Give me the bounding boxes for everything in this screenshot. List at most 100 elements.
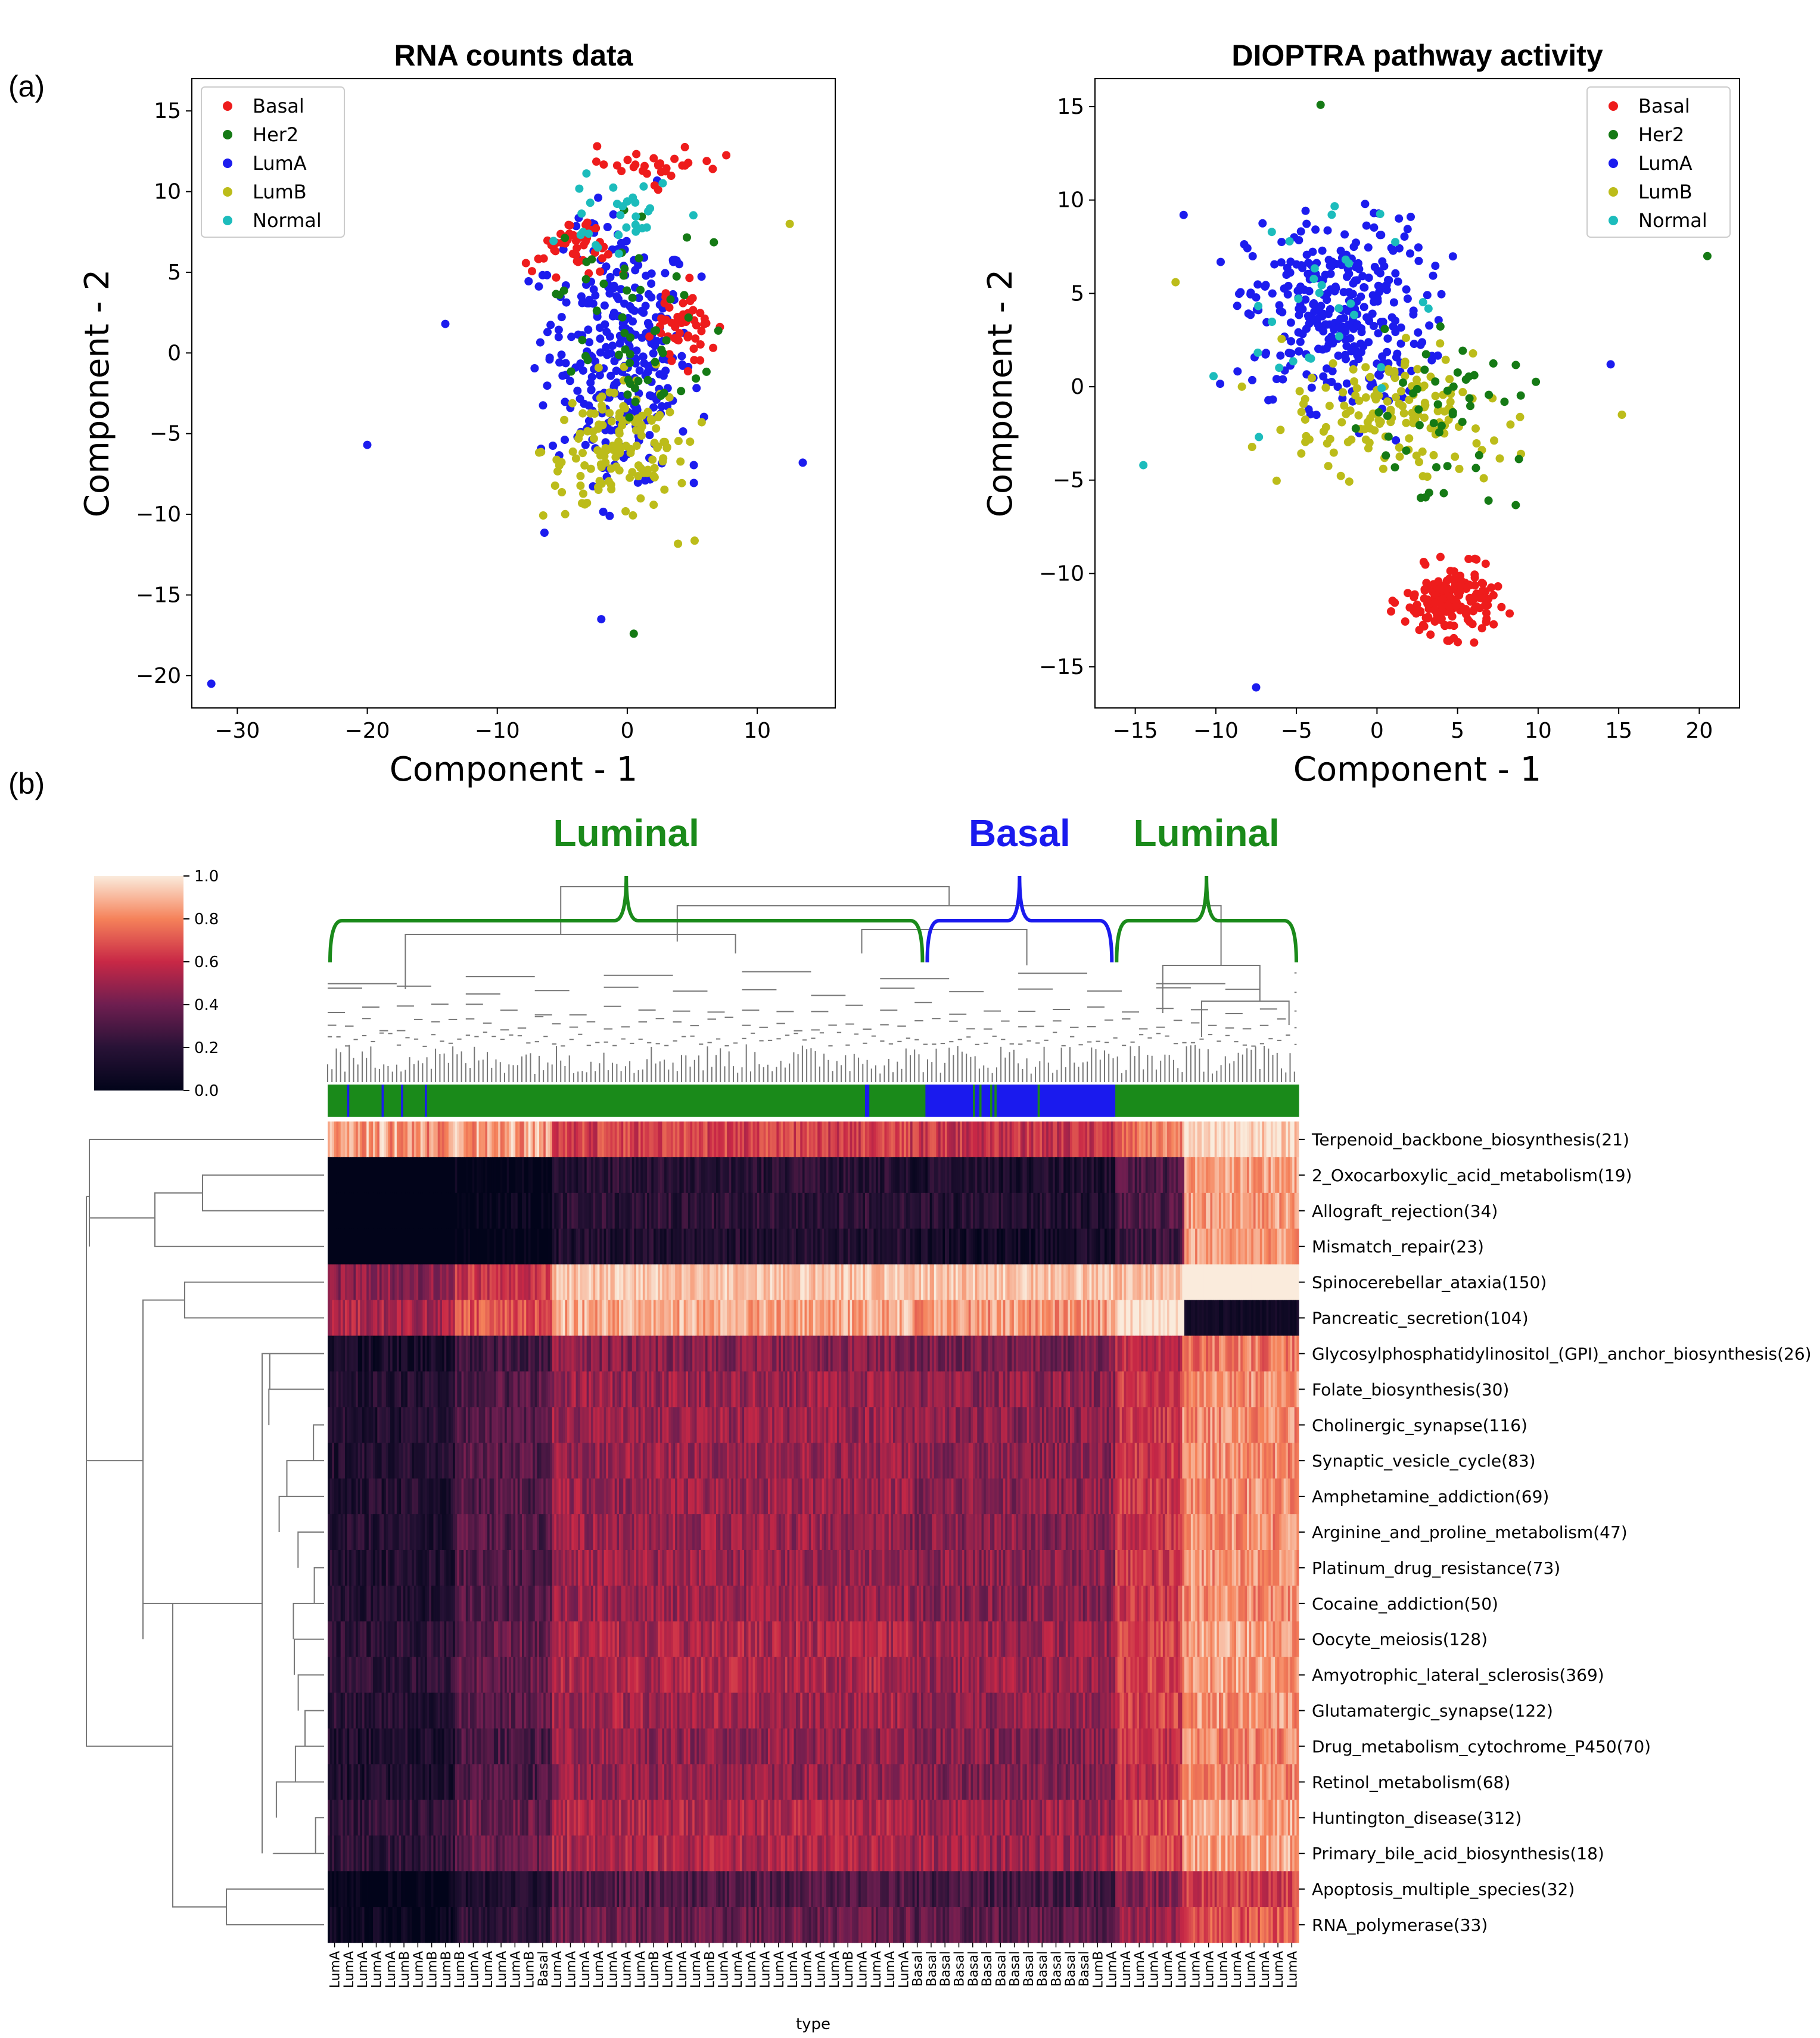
heatmap-cell <box>435 1907 438 1943</box>
heatmap-cell <box>584 1300 587 1337</box>
heatmap-cell <box>381 1478 384 1515</box>
heatmap-cell <box>340 1335 343 1372</box>
heatmap-cell <box>608 1728 611 1765</box>
heatmap-cell <box>634 1657 637 1694</box>
heatmap-cell <box>349 1300 352 1337</box>
heatmap-cell <box>593 1585 596 1622</box>
heatmap-cell <box>431 1335 434 1372</box>
heatmap-cell <box>593 1478 596 1515</box>
heatmap-cell <box>357 1478 360 1515</box>
heatmap-cell <box>401 1192 404 1229</box>
heatmap-cell <box>590 1549 594 1586</box>
heatmap-cell <box>567 1907 570 1943</box>
heatmap-cell <box>435 1228 438 1265</box>
heatmap-cell <box>405 1335 408 1372</box>
heatmap-cell <box>461 1300 464 1337</box>
heatmap-cell <box>502 1800 505 1836</box>
heatmap-cell <box>491 1300 494 1337</box>
heatmap-cell <box>435 1657 438 1694</box>
heatmap-cell <box>539 1371 542 1408</box>
heatmap-cell <box>517 1264 520 1301</box>
data-point-normal <box>1377 384 1386 393</box>
heatmap-cell <box>513 1121 516 1158</box>
heatmap-cell <box>539 1549 542 1586</box>
heatmap-cell <box>513 1335 516 1372</box>
heatmap-cell <box>636 1157 639 1194</box>
heatmap-cell <box>487 1764 490 1800</box>
heatmap-cell <box>561 1371 564 1408</box>
heatmap-cell <box>517 1657 520 1694</box>
heatmap-cell <box>612 1264 615 1301</box>
heatmap-cell <box>580 1157 583 1194</box>
data-point-luma <box>1336 246 1345 255</box>
heatmap-cell <box>640 1764 643 1800</box>
heatmap-cell <box>493 1549 497 1586</box>
heatmap-cell <box>502 1300 505 1337</box>
heatmap-cell <box>353 1300 356 1337</box>
heatmap-cell <box>589 1764 592 1800</box>
heatmap-cell <box>329 1835 332 1872</box>
data-point-her2 <box>1431 377 1440 386</box>
heatmap-cell <box>332 1157 335 1194</box>
heatmap-cell <box>623 1907 626 1943</box>
heatmap-cell <box>630 1121 633 1158</box>
heatmap-cell <box>597 1764 600 1800</box>
heatmap-cell <box>366 1549 369 1586</box>
heatmap-cell <box>487 1264 490 1301</box>
data-point-her2 <box>623 390 632 399</box>
data-point-lumb <box>579 489 587 498</box>
heatmap-cell <box>513 1157 516 1194</box>
heatmap-cell <box>332 1371 335 1408</box>
heatmap-cell <box>356 1443 359 1479</box>
heatmap-cell <box>425 1407 428 1443</box>
heatmap-cell <box>468 1407 471 1443</box>
data-point-lumb <box>1617 411 1626 419</box>
heatmap-cell <box>343 1657 346 1694</box>
heatmap-cell <box>539 1514 542 1551</box>
heatmap-cell <box>366 1657 369 1694</box>
data-point-her2 <box>626 359 634 368</box>
heatmap-cell <box>385 1264 389 1301</box>
heatmap-cell <box>485 1764 488 1800</box>
data-point-luma <box>1389 246 1398 255</box>
heatmap-cell <box>528 1764 531 1800</box>
heatmap-cell <box>539 1228 542 1265</box>
heatmap-cell <box>407 1121 410 1158</box>
heatmap-cell <box>522 1300 525 1337</box>
heatmap-cell <box>457 1157 460 1194</box>
heatmap-cell <box>509 1907 512 1943</box>
heatmap-cell <box>329 1228 332 1265</box>
heatmap-cell <box>522 1585 525 1622</box>
data-point-luma <box>540 529 549 537</box>
data-point-luma <box>1261 281 1270 290</box>
heatmap-cell <box>334 1657 337 1694</box>
heatmap-cell <box>450 1657 453 1694</box>
heatmap-cell <box>366 1192 369 1229</box>
heatmap-cell <box>401 1443 404 1479</box>
heatmap-cell <box>472 1764 475 1800</box>
heatmap-cell <box>515 1514 518 1551</box>
heatmap-cell <box>625 1835 629 1872</box>
heatmap-cell <box>498 1371 501 1408</box>
heatmap-cell <box>338 1764 341 1800</box>
heatmap-cell <box>543 1478 546 1515</box>
heatmap-cell <box>627 1871 630 1907</box>
heatmap-cell <box>328 1121 331 1158</box>
heatmap-cell <box>401 1335 404 1372</box>
data-point-luma <box>1403 294 1412 303</box>
heatmap-cell <box>599 1907 602 1943</box>
heatmap-cell <box>569 1692 572 1729</box>
data-point-basal <box>1477 624 1486 633</box>
heatmap-cell <box>526 1621 529 1658</box>
heatmap-cell <box>420 1443 423 1479</box>
heatmap-cell <box>603 1264 606 1301</box>
heatmap-cell <box>556 1871 559 1907</box>
data-point-luma <box>1375 371 1384 380</box>
heatmap-cell <box>599 1871 602 1907</box>
data-point-luma <box>539 401 547 410</box>
heatmap-cell <box>338 1300 341 1337</box>
heatmap-cell <box>429 1657 432 1694</box>
heatmap-cell <box>631 1121 634 1158</box>
heatmap-cell <box>617 1478 620 1515</box>
data-point-lumb <box>1495 454 1504 463</box>
